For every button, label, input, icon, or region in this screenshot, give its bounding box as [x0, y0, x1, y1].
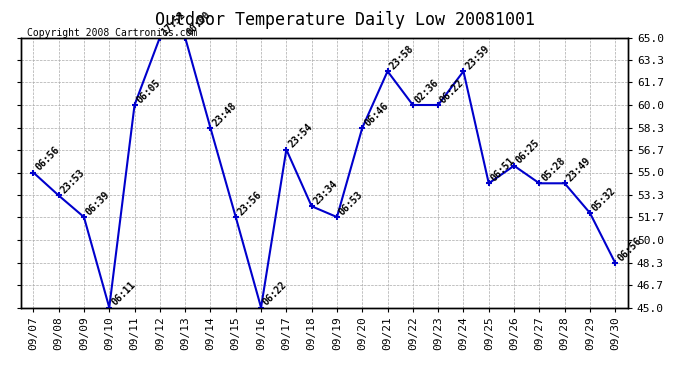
Text: 06:56: 06:56 — [615, 235, 643, 263]
Text: 23:53: 23:53 — [59, 168, 86, 195]
Text: 06:22: 06:22 — [438, 77, 466, 105]
Text: 06:51: 06:51 — [489, 156, 517, 183]
Text: 23:56: 23:56 — [236, 189, 264, 217]
Text: 06:22: 06:22 — [261, 280, 289, 308]
Text: 23:49: 23:49 — [564, 156, 593, 183]
Text: 05:28: 05:28 — [540, 156, 567, 183]
Text: 23:34: 23:34 — [312, 178, 339, 206]
Text: 06:39: 06:39 — [84, 189, 112, 217]
Text: 05:32: 05:32 — [590, 185, 618, 213]
Text: 06:53: 06:53 — [337, 189, 365, 217]
Text: 06:46: 06:46 — [362, 100, 390, 128]
Text: 17:52: 17:52 — [160, 10, 188, 38]
Text: 00:00: 00:00 — [185, 10, 213, 38]
Text: 23:58: 23:58 — [388, 44, 415, 71]
Text: 06:25: 06:25 — [514, 138, 542, 166]
Text: 06:56: 06:56 — [33, 145, 61, 172]
Text: 23:48: 23:48 — [210, 100, 238, 128]
Text: 06:11: 06:11 — [109, 280, 137, 308]
Text: Copyright 2008 Cartronics.com: Copyright 2008 Cartronics.com — [27, 27, 197, 38]
Text: Outdoor Temperature Daily Low 20081001: Outdoor Temperature Daily Low 20081001 — [155, 11, 535, 29]
Text: 06:05: 06:05 — [135, 77, 162, 105]
Text: 23:59: 23:59 — [464, 44, 491, 71]
Text: 02:36: 02:36 — [413, 77, 441, 105]
Text: 23:54: 23:54 — [286, 122, 314, 150]
